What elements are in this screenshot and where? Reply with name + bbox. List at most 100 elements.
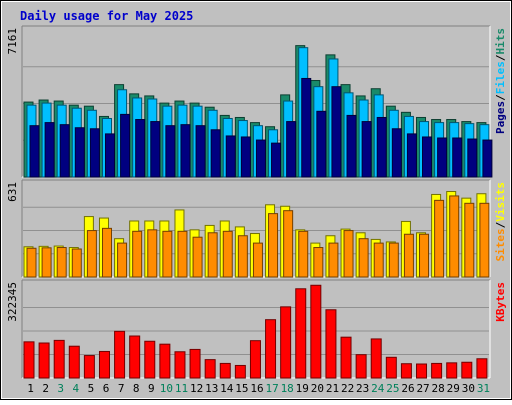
legend-kbytes: KBytes [494, 282, 507, 322]
x-tick-label-day-30: 30 [462, 382, 475, 395]
bar-pages-day-25 [391, 128, 402, 178]
legend-separator: / [494, 54, 507, 61]
bar-pages-day-19 [301, 77, 312, 178]
x-tick-label-day-6: 6 [103, 382, 110, 395]
bar-pages-day-21 [331, 86, 342, 178]
bar-sites-day-19 [298, 230, 309, 278]
bar-pages-day-20 [316, 110, 327, 178]
bar-pages-day-1 [29, 125, 40, 178]
bar-pages-day-12 [195, 125, 206, 178]
x-tick-label-day-2: 2 [42, 382, 49, 395]
legend-hits: Hits [494, 28, 507, 55]
x-tick-label-day-22: 22 [341, 382, 354, 395]
bar-kbytes-day-3 [53, 339, 65, 379]
bar-pages-day-10 [165, 125, 176, 178]
bar-kbytes-day-8 [129, 335, 141, 379]
bar-kbytes-day-13 [204, 359, 216, 379]
x-tick-label-day-21: 21 [326, 382, 339, 395]
bar-pages-day-13 [210, 129, 221, 178]
bar-pages-day-2 [44, 122, 55, 178]
bar-kbytes-day-28 [431, 362, 443, 379]
bar-pages-day-15 [240, 136, 251, 178]
x-tick-label-day-7: 7 [118, 382, 125, 395]
bar-sites-day-18 [283, 210, 294, 278]
bar-sites-day-22 [343, 230, 354, 278]
bar-kbytes-day-9 [144, 340, 156, 379]
panel-bottom-legend: KBytes [494, 282, 507, 322]
x-tick-label-day-1: 1 [27, 382, 34, 395]
x-tick-label-day-20: 20 [311, 382, 324, 395]
bar-kbytes-day-15 [234, 364, 246, 379]
chart-title: Daily usage for May 2025 [20, 9, 193, 23]
bar-kbytes-day-27 [416, 363, 428, 379]
x-tick-label-day-18: 18 [281, 382, 294, 395]
bar-sites-day-5 [86, 230, 97, 278]
bar-sites-day-10 [162, 230, 173, 278]
legend-separator: / [494, 221, 507, 228]
bar-pages-day-29 [452, 137, 463, 178]
bar-kbytes-day-25 [385, 356, 397, 379]
bar-sites-day-23 [358, 238, 369, 278]
x-tick-label-day-13: 13 [205, 382, 218, 395]
bar-kbytes-day-5 [83, 355, 95, 379]
bar-sites-day-4 [71, 248, 82, 278]
x-tick-label-day-28: 28 [432, 382, 445, 395]
panel-bottom-max-label: 322345 [6, 282, 19, 322]
legend-sites: Sites [494, 228, 507, 261]
x-tick-label-day-3: 3 [57, 382, 64, 395]
x-tick-label-day-8: 8 [133, 382, 140, 395]
x-tick-label-day-19: 19 [296, 382, 309, 395]
bar-sites-day-25 [388, 242, 399, 278]
bar-pages-day-11 [180, 124, 191, 178]
bar-kbytes-day-18 [280, 306, 292, 379]
x-tick-label-day-4: 4 [73, 382, 80, 395]
bar-sites-day-16 [252, 242, 263, 278]
bar-kbytes-day-10 [159, 343, 171, 379]
x-tick-label-day-12: 12 [190, 382, 203, 395]
bar-kbytes-day-31 [476, 358, 488, 379]
bar-kbytes-day-16 [249, 340, 261, 379]
bar-sites-day-31 [479, 202, 490, 278]
bar-pages-day-14 [225, 135, 236, 178]
bar-sites-day-2 [41, 247, 52, 278]
bar-sites-day-20 [313, 247, 324, 278]
chart-border-highlight [1, 1, 511, 399]
bar-sites-day-9 [147, 229, 158, 278]
bar-pages-day-4 [74, 127, 85, 178]
bar-kbytes-day-30 [461, 361, 473, 379]
legend-separator: / [494, 94, 507, 101]
bar-sites-day-29 [449, 195, 460, 278]
bar-sites-day-8 [132, 230, 143, 278]
panel-top-legend: Pages/Files/Hits [494, 28, 507, 134]
x-tick-label-day-23: 23 [356, 382, 369, 395]
x-tick-label-day-25: 25 [386, 382, 399, 395]
bar-sites-day-30 [464, 202, 475, 278]
legend-visits: Visits [494, 182, 507, 222]
x-tick-label-day-9: 9 [148, 382, 155, 395]
x-tick-label-day-29: 29 [447, 382, 460, 395]
bar-pages-day-6 [104, 133, 115, 178]
bar-sites-day-21 [328, 242, 339, 278]
panel-middle-legend: Sites/Visits [494, 182, 507, 262]
bar-pages-day-31 [482, 139, 493, 178]
bar-kbytes-day-21 [325, 309, 337, 379]
bar-kbytes-day-12 [189, 348, 201, 379]
bar-pages-day-7 [120, 113, 131, 178]
bar-pages-day-5 [89, 128, 100, 178]
bar-sites-day-3 [56, 247, 67, 278]
x-tick-label-day-16: 16 [250, 382, 263, 395]
bar-sites-day-1 [26, 247, 37, 278]
panel-top-max-label: 7161 [6, 28, 19, 55]
panel-middle-max-label: 631 [6, 182, 19, 202]
bar-kbytes-day-29 [446, 362, 458, 379]
bar-sites-day-24 [373, 242, 384, 278]
bar-kbytes-day-2 [38, 342, 50, 379]
bar-sites-day-27 [419, 233, 430, 278]
legend-pages: Pages [494, 101, 507, 134]
bar-kbytes-day-14 [219, 362, 231, 379]
bar-kbytes-day-19 [295, 288, 307, 379]
bar-sites-day-14 [222, 230, 233, 278]
x-tick-label-day-17: 17 [265, 382, 278, 395]
bar-pages-day-18 [286, 121, 297, 178]
